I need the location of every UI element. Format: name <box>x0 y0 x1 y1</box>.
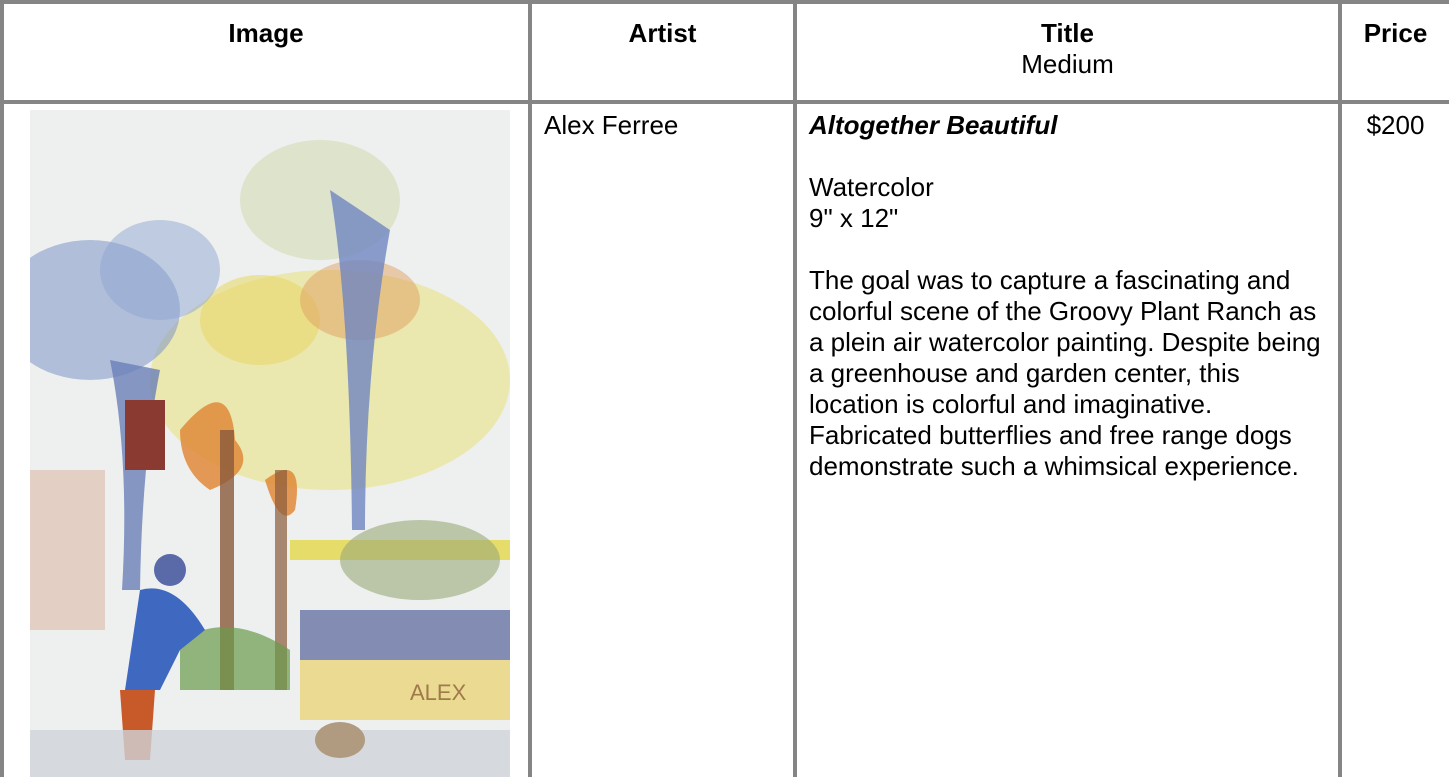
medium: Watercolor <box>809 172 934 202</box>
header-text: Title <box>1041 18 1094 48</box>
svg-text:ALEX: ALEX <box>410 680 467 705</box>
size: 9" x 12" <box>809 203 899 233</box>
header-subtext: Medium <box>1021 49 1114 79</box>
artist-cell: Alex Ferree <box>528 100 797 777</box>
artwork-title: Altogether Beautiful <box>809 110 1058 140</box>
header-row: Image Artist Title Medium Price <box>0 0 1449 104</box>
artwork-row: ALEX Alex Ferree Altogether Beautiful Wa… <box>0 100 1449 777</box>
header-text: Price <box>1363 18 1428 48</box>
header-cell: Price <box>1338 0 1449 104</box>
description: The goal was to capture a fascinating an… <box>809 265 1321 481</box>
artist-name: Alex Ferree <box>544 110 679 140</box>
header-text: Image <box>228 18 304 48</box>
image-cell: ALEX <box>0 100 532 777</box>
painting[interactable]: ALEX <box>0 110 510 777</box>
price-cell: $200 <box>1338 100 1449 777</box>
header-text: Artist <box>628 18 697 48</box>
title-cell: Altogether Beautiful Watercolor 9" x 12"… <box>793 100 1342 777</box>
header-cell: Image <box>0 0 532 104</box>
header-cell: Title Medium <box>793 0 1342 104</box>
price: $200 <box>1366 110 1425 140</box>
header-cell: Artist <box>528 0 797 104</box>
